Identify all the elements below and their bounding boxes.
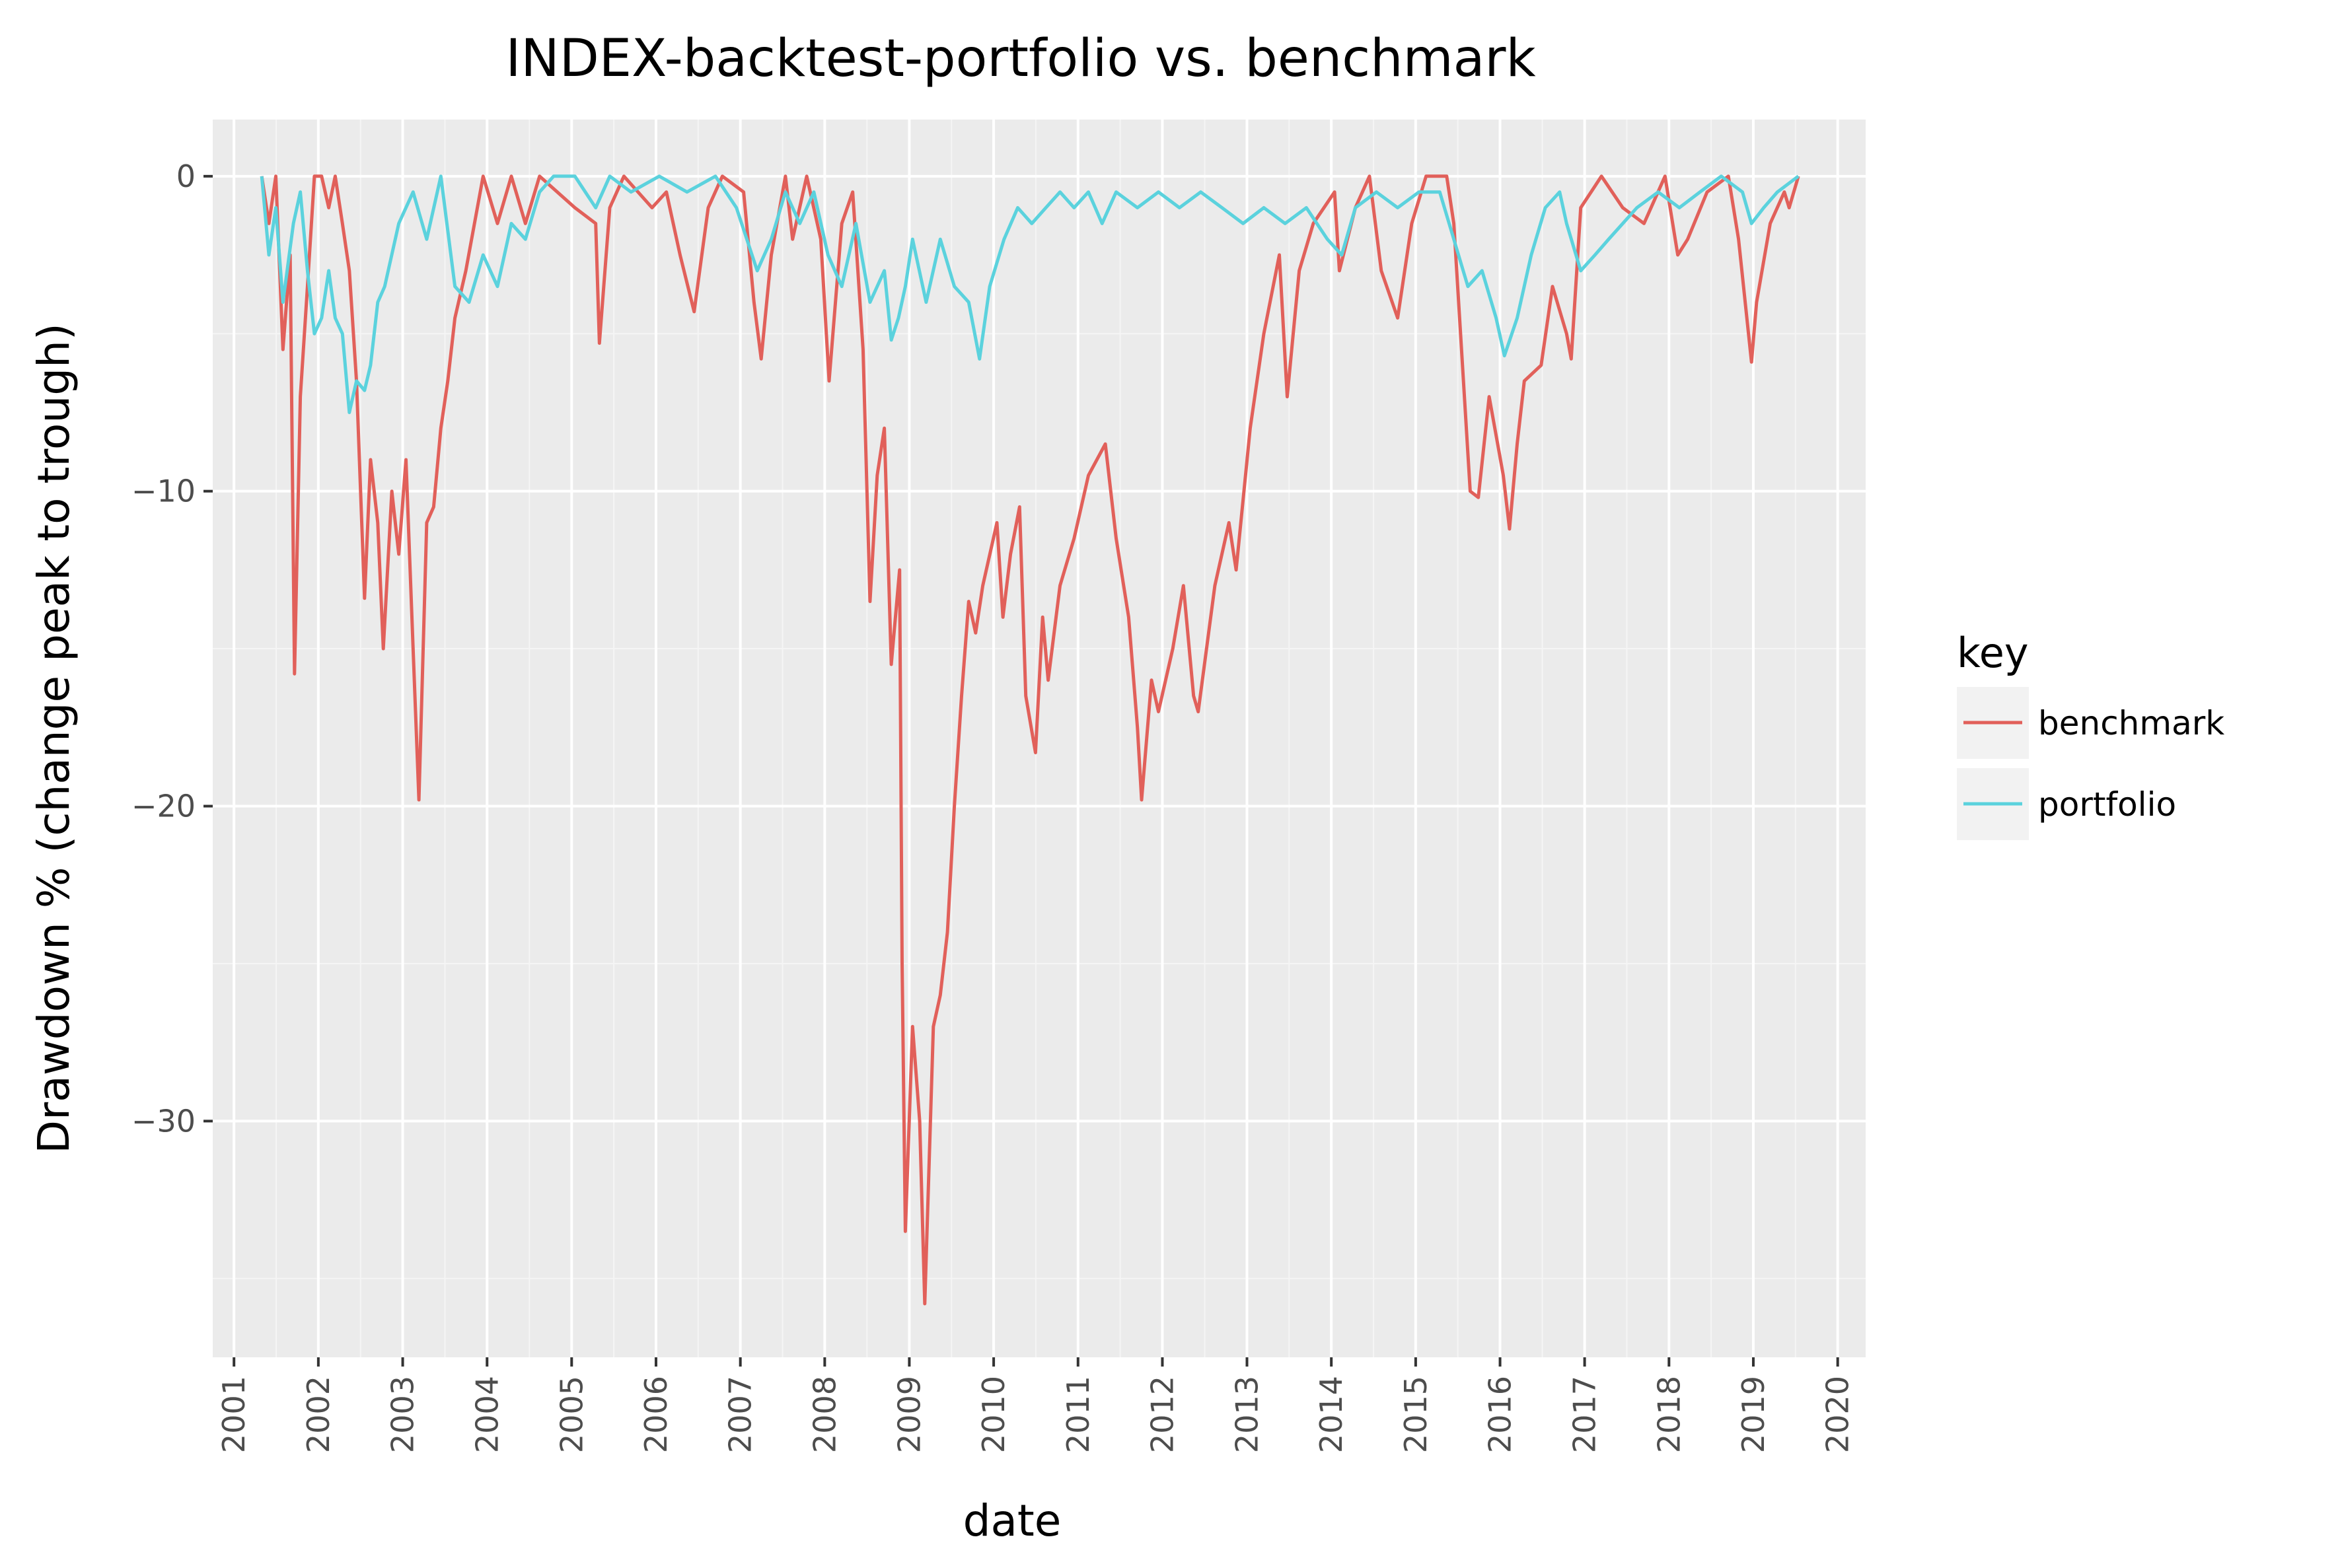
- y-axis-title: Drawdown % (change peak to trough): [28, 323, 79, 1153]
- x-tick-label: 2002: [301, 1376, 336, 1453]
- minor-gridlines: [213, 120, 1866, 1357]
- legend-label-benchmark: benchmark: [2038, 704, 2224, 742]
- y-tick-label: −20: [131, 789, 196, 824]
- chart-title: INDEX-backtest-portfolio vs. benchmark: [505, 29, 1535, 89]
- plot-panel: [213, 120, 1866, 1357]
- x-tick-label: 2005: [554, 1376, 589, 1453]
- series-lines: [260, 174, 1800, 1306]
- y-tick-label: −30: [131, 1103, 196, 1139]
- legend-label-portfolio: portfolio: [2038, 785, 2176, 824]
- x-tick-label: 2016: [1482, 1376, 1518, 1453]
- x-tick-label: 2007: [723, 1376, 758, 1453]
- x-axis: 2001 2002 2003 2004 2005 2006 2007 2008 2009 2010…: [216, 1357, 1856, 1453]
- x-tick-label: 2010: [976, 1376, 1011, 1453]
- x-tick-label: 2011: [1060, 1376, 1096, 1453]
- x-tick-label: 2014: [1313, 1376, 1349, 1453]
- x-tick-label: 2003: [385, 1376, 421, 1453]
- series-line-benchmark: [260, 174, 1800, 1306]
- x-tick-label: 2004: [469, 1376, 505, 1453]
- x-tick-label: 2001: [216, 1376, 252, 1453]
- x-axis-title: date: [963, 1495, 1062, 1546]
- x-tick-label: 2013: [1229, 1376, 1264, 1453]
- x-tick-label: 2006: [638, 1376, 674, 1453]
- x-tick-label: 2009: [891, 1376, 927, 1453]
- y-tick-label: 0: [176, 159, 196, 194]
- x-tick-label: 2008: [807, 1376, 842, 1453]
- legend: key benchmark portfolio: [1957, 629, 2224, 840]
- y-tick-label: −10: [131, 474, 196, 509]
- x-tick-label: 2015: [1398, 1376, 1434, 1453]
- x-tick-label: 2017: [1567, 1376, 1603, 1453]
- y-axis: 0 −10 −20 −30: [131, 159, 213, 1139]
- x-tick-label: 2012: [1144, 1376, 1180, 1453]
- x-tick-label: 2018: [1651, 1376, 1687, 1453]
- x-tick-label: 2019: [1736, 1376, 1771, 1453]
- legend-title: key: [1957, 629, 2029, 677]
- x-tick-label: 2020: [1820, 1376, 1856, 1453]
- series-line-portfolio: [260, 174, 1800, 414]
